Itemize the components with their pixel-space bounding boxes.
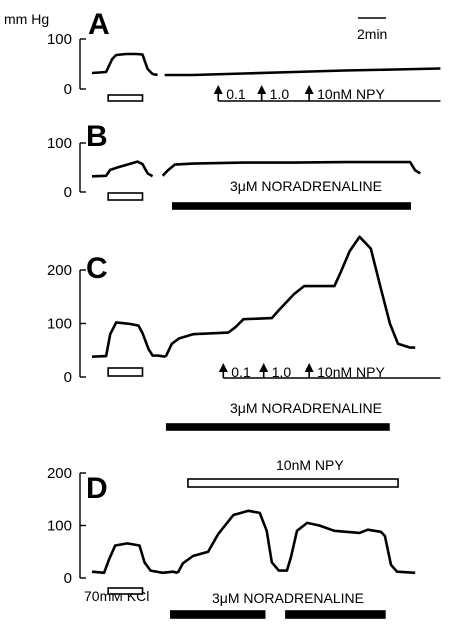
panel-d-npy-label: 10nM NPY <box>276 457 344 473</box>
y-unit-label: mm Hg <box>4 11 49 27</box>
panel-a-arrow-head <box>257 85 267 94</box>
panel-a-arrow-label: 1.0 <box>270 86 290 102</box>
panel-d-y-tick-label: 200 <box>47 465 72 482</box>
panel-c-arrow-label: 1.0 <box>272 364 292 380</box>
panel-letter-a: A <box>88 8 110 41</box>
panel-d-y-tick-label: 100 <box>47 518 72 535</box>
panel-a-y-tick-label: 0 <box>64 81 72 98</box>
panel-a-stimulus-bar <box>107 94 144 102</box>
panel-a-arrow-head <box>213 85 223 94</box>
panel-c-y-tick-label: 0 <box>64 369 72 386</box>
panel-b-drug-bar <box>172 202 411 210</box>
panel-c-arrow-label: 10nM NPY <box>317 364 385 380</box>
panel-d-stimulus-bar <box>107 587 144 595</box>
panel-a-arrow-label: 10nM NPY <box>317 86 385 102</box>
panel-c-y-tick-label: 200 <box>47 262 72 279</box>
panel-d-drug-bar <box>285 610 386 619</box>
panel-c-stimulus-bar <box>107 367 144 377</box>
panel-b-stimulus-bar <box>107 192 144 201</box>
panel-d-noradrenaline-label: 3μM NORADRENALINE <box>212 590 364 606</box>
panel-a-y-tick-label: 100 <box>47 31 72 48</box>
panel-d-trace-segment <box>176 509 416 575</box>
panel-c-arrow-label: 0.1 <box>231 364 251 380</box>
panel-c-y-tick-label: 100 <box>47 316 72 333</box>
panel-c-arrow-head <box>218 363 228 372</box>
panel-c-arrow-head <box>259 363 269 372</box>
panel-d-drug-bar <box>169 610 266 619</box>
panel-d-y-tick-label: 0 <box>64 570 72 587</box>
panel-a-trace-segment <box>91 52 158 77</box>
panel-a-arrow-head <box>304 85 314 94</box>
panel-d-trace-segment <box>91 542 179 575</box>
panel-c-arrow-head <box>304 363 314 372</box>
panel-b-noradrenaline-label: 3μM NORADRENALINE <box>230 178 382 194</box>
panel-b-trace-segment <box>91 160 154 178</box>
panel-d-stimulus-bar <box>187 478 399 488</box>
panel-letter-b: B <box>86 120 108 153</box>
panel-a-trace-segment <box>164 67 441 77</box>
plot-layer: 0 100 0.1 1.0 10nM NPY 0 100 0 100 200 0.1 1.0 10nM … <box>47 31 441 619</box>
panel-a-arrow-label: 0.1 <box>226 86 246 102</box>
panel-letter-c: C <box>86 252 108 285</box>
panel-c-noradrenaline-label: 3μM NORADRENALINE <box>230 400 382 416</box>
panel-c-drug-bar <box>165 423 390 431</box>
panel-c-trace-segment <box>164 235 416 358</box>
panel-b-y-tick-label: 0 <box>64 184 72 201</box>
time-scale-label: 2min <box>357 26 387 42</box>
panel-c-trace-segment <box>91 321 166 358</box>
panel-b-trace-segment <box>161 160 421 177</box>
panel-letter-d: D <box>86 472 108 505</box>
panel-b-y-tick-label: 100 <box>47 135 72 152</box>
